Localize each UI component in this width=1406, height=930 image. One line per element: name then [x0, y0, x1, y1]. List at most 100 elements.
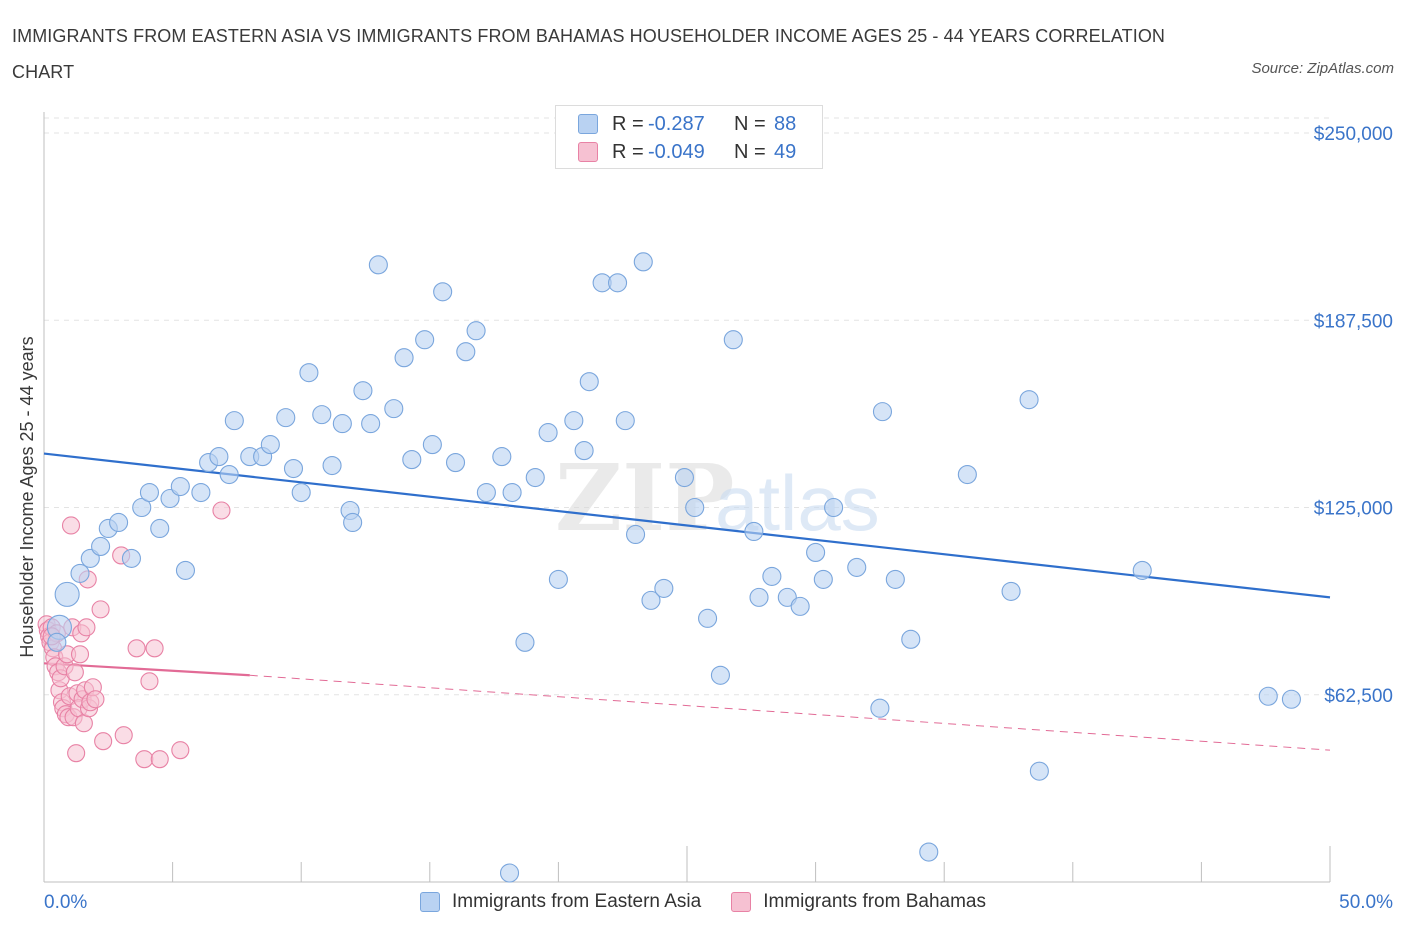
legend-row-eastern-asia: R = -0.287 N = 88 [578, 112, 796, 136]
axes [43, 112, 1331, 883]
data-point-eastern-asia [641, 590, 661, 610]
data-point-bahamas [74, 714, 93, 733]
data-point-eastern-asia [466, 321, 486, 341]
legend-swatch-pink [578, 142, 598, 162]
data-point-eastern-asia [749, 587, 769, 607]
data-point-eastern-asia [260, 435, 280, 455]
data-point-eastern-asia [54, 581, 80, 607]
y-axis-label: Householder Income Ages 25 - 44 years [17, 336, 37, 657]
data-point-eastern-asia [384, 399, 404, 419]
data-point-eastern-asia [710, 665, 730, 685]
data-point-eastern-asia [847, 557, 867, 577]
data-point-eastern-asia [806, 542, 826, 562]
trend-line-bahamas [249, 674, 1331, 751]
data-point-eastern-asia [291, 482, 311, 503]
y-tick-label: $125,000 [1314, 499, 1393, 520]
data-point-bahamas [145, 639, 164, 658]
data-point-eastern-asia [762, 566, 782, 586]
data-point-eastern-asia [538, 423, 558, 443]
legend-label: Immigrants from Eastern Asia [452, 891, 702, 912]
watermark: ZIP atlas [555, 444, 880, 552]
y-tick-label: $62,500 [1324, 686, 1393, 707]
data-point-eastern-asia [901, 629, 921, 649]
data-point-eastern-asia [109, 512, 129, 533]
r-label: R = [612, 140, 644, 163]
data-point-bahamas [171, 741, 190, 760]
data-point-eastern-asia [744, 521, 764, 542]
data-point-bahamas [86, 690, 105, 709]
data-point-eastern-asia [433, 282, 453, 302]
x-tick-label: 50.0% [1339, 892, 1393, 913]
data-point-bahamas [127, 639, 146, 658]
data-point-eastern-asia [525, 467, 545, 488]
data-point-eastern-asia [502, 482, 522, 503]
data-point-eastern-asia [615, 411, 635, 431]
data-point-eastern-asia [579, 372, 599, 392]
data-point-eastern-asia [574, 441, 594, 461]
r-value: -0.287 [648, 112, 705, 135]
data-point-eastern-asia [132, 497, 152, 518]
data-point-eastern-asia [209, 447, 229, 467]
correlation-legend: R = -0.287 N = 88 R = -0.049 N = 49 [555, 105, 823, 169]
data-point-eastern-asia [548, 569, 568, 589]
legend-label: Immigrants from Bahamas [763, 891, 986, 912]
data-point-bahamas [91, 600, 110, 619]
data-point-eastern-asia [685, 497, 705, 518]
data-point-eastern-asia [191, 482, 211, 503]
data-point-eastern-asia [224, 411, 244, 431]
data-point-bahamas [61, 516, 81, 535]
data-point-eastern-asia [422, 435, 442, 455]
legend-row-bahamas: R = -0.049 N = 49 [578, 140, 796, 164]
source-credit: Source: ZipAtlas.com [1251, 60, 1394, 77]
data-point-eastern-asia [476, 482, 496, 503]
data-point-eastern-asia [1001, 581, 1021, 601]
legend-swatch-blue [578, 114, 598, 134]
data-point-bahamas [65, 663, 84, 682]
data-point-eastern-asia [824, 497, 844, 518]
data-point-bahamas [77, 618, 96, 637]
data-point-eastern-asia [353, 381, 373, 401]
data-point-bahamas [114, 726, 133, 745]
data-point-eastern-asia [445, 453, 466, 473]
data-point-eastern-asia [813, 569, 833, 589]
data-point-eastern-asia [219, 464, 239, 485]
data-point-eastern-asia [1029, 761, 1049, 781]
data-point-eastern-asia [70, 563, 90, 583]
grid-lines [44, 117, 1330, 696]
data-point-eastern-asia [626, 524, 646, 545]
r-value: -0.049 [648, 140, 705, 163]
data-point-bahamas [135, 750, 154, 769]
data-point-bahamas [70, 645, 90, 664]
n-label: N = [734, 112, 766, 135]
data-point-eastern-asia [1281, 689, 1301, 709]
y-tick-label: $250,000 [1314, 124, 1393, 145]
trend-line-eastern-asia [43, 452, 1331, 599]
data-point-eastern-asia [885, 569, 905, 589]
n-value: 88 [774, 112, 797, 135]
tick-labels: $62,500 $125,000 $187,500 $250,000 0.0% 50.0% [44, 124, 1393, 913]
n-label: N = [734, 140, 766, 163]
data-point-eastern-asia [633, 252, 653, 272]
data-point-eastern-asia [361, 414, 381, 434]
data-point-eastern-asia [870, 698, 890, 718]
watermark-atlas: atlas [715, 459, 880, 547]
data-point-eastern-asia [654, 578, 674, 598]
n-value: 49 [774, 140, 797, 163]
series-eastern-asia-points [46, 252, 1301, 883]
x-tick-label: 0.0% [44, 892, 87, 913]
data-point-eastern-asia [299, 363, 319, 383]
data-point-eastern-asia [368, 255, 388, 275]
data-point-eastern-asia [175, 560, 196, 580]
data-point-eastern-asia [402, 450, 422, 470]
data-point-eastern-asia [394, 348, 414, 368]
chart-title: IMMIGRANTS FROM EASTERN ASIA VS IMMIGRAN… [12, 26, 1166, 82]
data-point-bahamas [212, 501, 231, 520]
data-point-eastern-asia [415, 330, 435, 350]
data-point-eastern-asia [1258, 686, 1278, 706]
data-point-eastern-asia [919, 842, 939, 862]
data-point-eastern-asia [91, 536, 111, 556]
data-point-eastern-asia [515, 632, 535, 652]
data-point-bahamas [150, 750, 169, 769]
legend-item-bahamas: Immigrants from Bahamas [731, 891, 986, 913]
